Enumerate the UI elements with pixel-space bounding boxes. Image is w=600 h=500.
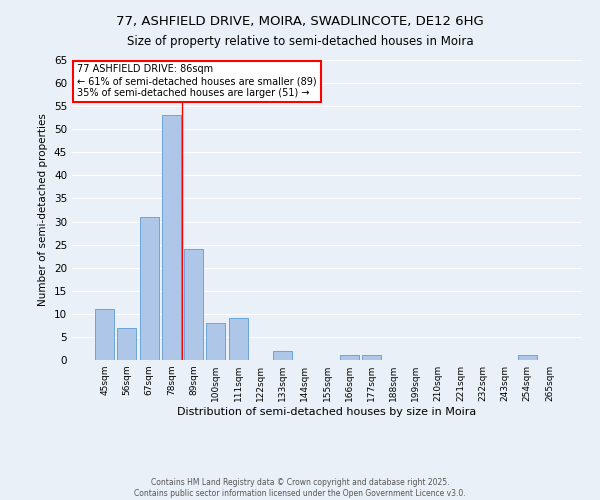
Y-axis label: Number of semi-detached properties: Number of semi-detached properties — [38, 114, 49, 306]
Text: 77, ASHFIELD DRIVE, MOIRA, SWADLINCOTE, DE12 6HG: 77, ASHFIELD DRIVE, MOIRA, SWADLINCOTE, … — [116, 15, 484, 28]
Bar — [118, 328, 136, 360]
Bar — [229, 318, 248, 360]
Bar — [162, 116, 181, 360]
Text: Size of property relative to semi-detached houses in Moira: Size of property relative to semi-detach… — [127, 35, 473, 48]
Bar — [518, 356, 536, 360]
Text: Contains HM Land Registry data © Crown copyright and database right 2025.
Contai: Contains HM Land Registry data © Crown c… — [134, 478, 466, 498]
Text: 77 ASHFIELD DRIVE: 86sqm
← 61% of semi-detached houses are smaller (89)
35% of s: 77 ASHFIELD DRIVE: 86sqm ← 61% of semi-d… — [77, 64, 317, 98]
Bar — [206, 323, 225, 360]
X-axis label: Distribution of semi-detached houses by size in Moira: Distribution of semi-detached houses by … — [178, 407, 476, 417]
Bar — [273, 351, 292, 360]
Bar — [340, 356, 359, 360]
Bar — [184, 249, 203, 360]
Bar — [362, 356, 381, 360]
Bar — [140, 217, 158, 360]
Bar — [95, 309, 114, 360]
